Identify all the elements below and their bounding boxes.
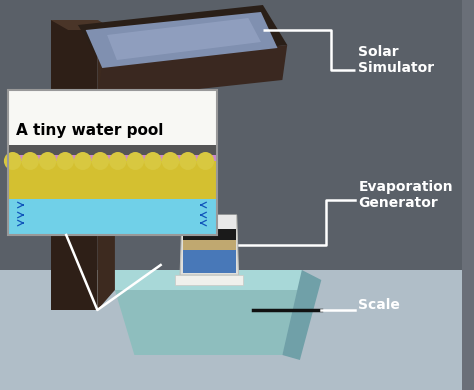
Circle shape [91,152,109,170]
Text: A tiny water pool: A tiny water pool [16,122,163,138]
Circle shape [197,152,214,170]
Bar [8,90,217,145]
Text: Evaporation
Generator: Evaporation Generator [358,180,453,210]
Bar [8,161,217,199]
Circle shape [179,152,197,170]
Circle shape [87,141,114,169]
Bar [8,145,217,155]
Polygon shape [183,229,236,240]
Polygon shape [180,215,238,275]
Text: Scale: Scale [358,298,400,312]
Circle shape [109,152,127,170]
Polygon shape [0,0,462,270]
Circle shape [91,146,109,164]
Polygon shape [175,275,244,285]
Polygon shape [97,20,115,310]
Circle shape [162,152,179,170]
Bar [8,90,217,235]
Polygon shape [78,5,287,65]
Circle shape [144,152,162,170]
Polygon shape [183,250,236,273]
Polygon shape [107,18,261,60]
Circle shape [21,152,39,170]
Circle shape [74,152,91,170]
Polygon shape [86,12,277,68]
Polygon shape [183,240,236,250]
Polygon shape [115,290,302,355]
Circle shape [39,152,56,170]
Text: Solar
Simulator: Solar Simulator [358,45,435,75]
Polygon shape [115,270,302,290]
Polygon shape [51,20,115,30]
Bar [8,199,217,235]
Circle shape [127,152,144,170]
Polygon shape [183,215,236,229]
Polygon shape [283,270,321,360]
Bar [8,155,217,161]
Polygon shape [0,270,462,390]
Bar [8,90,217,235]
Circle shape [56,152,74,170]
Polygon shape [97,45,287,100]
Circle shape [4,152,21,170]
Polygon shape [51,20,97,310]
Polygon shape [86,155,115,175]
